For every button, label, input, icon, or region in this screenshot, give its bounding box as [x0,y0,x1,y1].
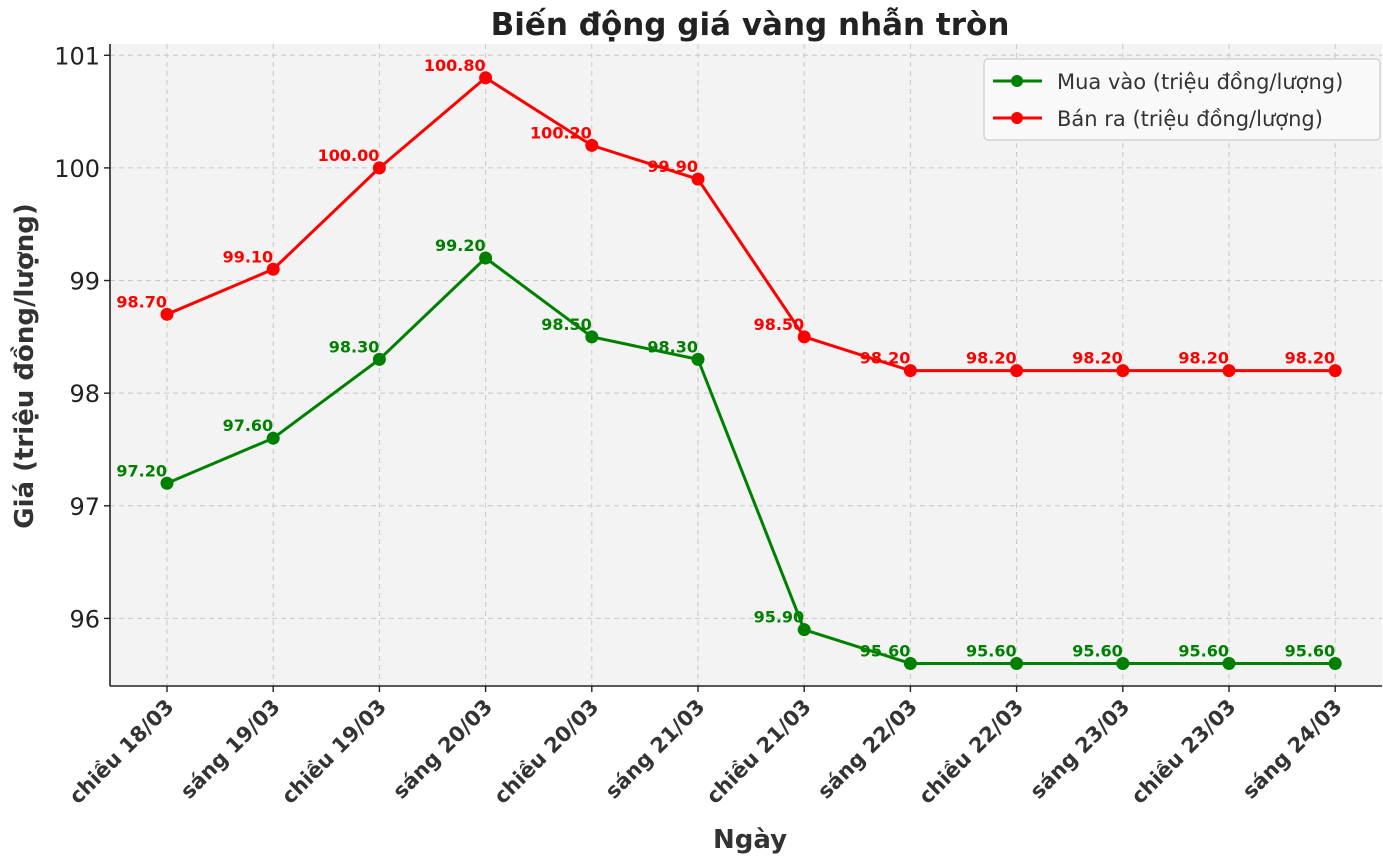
x-tick-label: sáng 23/03 [1025,695,1134,804]
data-label: 95.60 [966,641,1017,660]
x-tick-label: sáng 24/03 [1238,695,1347,804]
data-point [372,161,386,175]
data-point [160,476,174,490]
data-label: 98.20 [1285,349,1336,368]
x-tick-label: chiều 22/03 [914,695,1028,809]
data-point [1010,656,1024,670]
chart-title: Biến động giá vàng nhẫn tròn [491,7,1010,43]
x-tick-label: sáng 21/03 [601,695,710,804]
legend-marker-mua-vao [1011,75,1023,87]
data-label: 100.00 [318,146,380,165]
data-point [160,307,174,321]
data-labels: 97.20 97.60 98.30 99.20 98.50 98.30 95.90 95.60… [116,56,1335,661]
grid [110,44,1382,686]
y-tick-label: 101 [54,42,100,70]
series-line-1 [166,76,1336,373]
data-label: 95.60 [860,641,911,660]
data-label: 95.60 [1072,641,1123,660]
data-label: 95.60 [1178,641,1229,660]
data-label: 98.20 [1072,349,1123,368]
data-label: 98.30 [329,337,380,356]
data-point [797,623,811,637]
data-label: 97.20 [116,461,167,480]
data-point [903,656,917,670]
data-point [797,330,811,344]
y-axis-label: Giá (triệu đồng/lượng) [9,203,40,528]
data-label: 95.90 [754,608,805,627]
data-point [1116,656,1130,670]
data-point [691,352,705,366]
data-point [372,352,386,366]
x-tick-label: chiều 19/03 [277,695,391,809]
data-label: 98.30 [647,337,698,356]
y-tick-label: 99 [69,268,100,296]
data-point [1222,364,1236,378]
data-label: 98.50 [541,315,592,334]
data-point [1328,364,1342,378]
legend-marker-ban-ra [1011,112,1023,124]
data-point [1116,364,1130,378]
data-point [479,71,493,85]
y-ticks: 96 97 98 99 100 101 [54,42,110,633]
x-tick-label: chiều 20/03 [489,695,603,809]
data-label: 98.70 [116,292,167,311]
x-tick-label: sáng 20/03 [388,695,497,804]
y-tick-label: 97 [69,493,100,521]
data-point [1328,656,1342,670]
data-label: 98.50 [754,315,805,334]
x-tick-label: sáng 22/03 [813,695,922,804]
x-tick-label: chiều 18/03 [65,695,179,809]
y-tick-label: 96 [69,605,100,633]
data-label: 99.20 [435,236,486,255]
data-label: 100.80 [424,56,486,75]
data-point [266,262,280,276]
y-tick-label: 98 [69,380,100,408]
data-point [266,431,280,445]
data-point [903,364,917,378]
data-label: 98.20 [860,349,911,368]
data-point [691,172,705,186]
legend: Mua vào (triệu đồng/lượng) Bán ra (triệu… [983,58,1381,141]
legend-label-ban-ra: Bán ra (triệu đồng/lượng) [1057,107,1323,131]
data-label: 98.20 [966,349,1017,368]
data-point [585,138,599,152]
data-label: 100.20 [530,123,592,142]
data-label: 95.60 [1285,641,1336,660]
x-tick-label: chiều 23/03 [1127,695,1241,809]
data-point [479,251,493,265]
legend-label-mua-vao: Mua vào (triệu đồng/lượng) [1057,70,1343,94]
x-axis-label: Ngày [713,825,787,855]
series-group [160,71,1342,670]
axes [109,44,1382,687]
data-label: 98.20 [1178,349,1229,368]
data-label: 99.10 [223,247,274,266]
x-tick-label: sáng 19/03 [176,695,285,804]
data-label: 99.90 [647,157,698,176]
plot-area [110,44,1382,686]
data-point [585,330,599,344]
series-line-0 [166,256,1336,665]
legend-box [983,58,1381,141]
x-tick-label: chiều 21/03 [702,695,816,809]
data-label: 97.60 [223,416,274,435]
y-tick-label: 100 [54,155,100,183]
data-point [1010,364,1024,378]
data-point [1222,656,1236,670]
